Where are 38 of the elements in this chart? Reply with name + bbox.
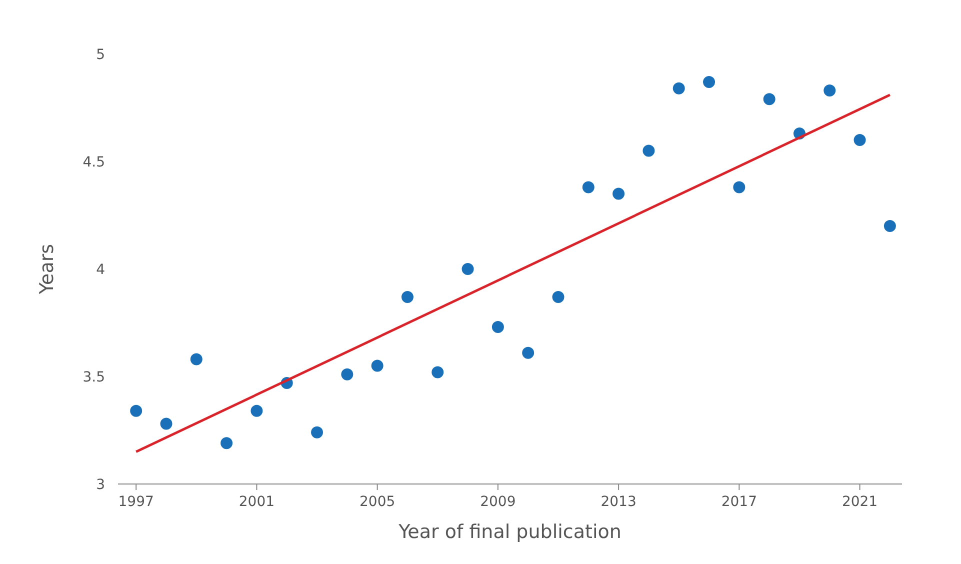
y-tick-label: 4	[96, 262, 106, 278]
y-axis-title: Years	[36, 244, 58, 296]
point	[552, 290, 564, 303]
y-tick-label: 3	[96, 477, 105, 493]
point	[401, 290, 414, 303]
point	[763, 93, 776, 106]
point	[824, 84, 836, 97]
point	[672, 82, 685, 94]
point	[160, 418, 172, 430]
point	[612, 188, 625, 200]
point	[854, 134, 866, 146]
point	[220, 437, 233, 450]
point	[130, 404, 142, 417]
point	[311, 426, 324, 438]
point	[432, 366, 444, 378]
y-tick-label: 5	[96, 47, 105, 63]
x-tick-label: 2005	[360, 494, 396, 510]
point	[642, 144, 655, 157]
x-tick-label: 2009	[480, 494, 516, 510]
point	[703, 76, 716, 88]
x-axis-title: Year of final publication	[398, 521, 622, 543]
point	[341, 368, 354, 380]
point	[190, 353, 202, 366]
x-tick-label: 2013	[600, 494, 636, 510]
x-tick-label: 2017	[721, 494, 757, 510]
point	[462, 263, 474, 275]
point	[250, 404, 263, 417]
y-tick-label: 3.5	[82, 370, 105, 386]
y-tick-label: 4.5	[82, 154, 105, 170]
point	[522, 346, 534, 359]
point	[884, 220, 896, 232]
point	[492, 321, 504, 334]
x-tick-label: 2001	[238, 494, 275, 510]
x-tick-label: 2021	[842, 494, 878, 510]
x-tick-label: 1997	[118, 494, 154, 510]
point	[371, 360, 384, 372]
point	[733, 181, 746, 194]
point	[582, 181, 594, 194]
